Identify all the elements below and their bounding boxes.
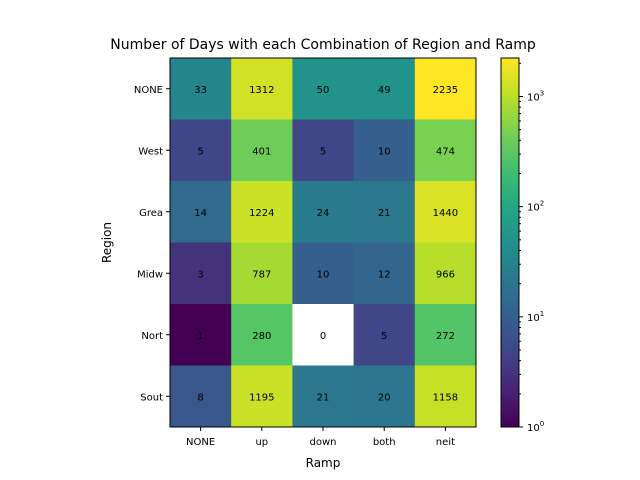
y-tick-label: NONE — [134, 85, 163, 96]
heatmap-cell — [231, 181, 293, 243]
x-axis-label: Ramp — [306, 456, 341, 470]
heatmap-cell — [353, 242, 416, 305]
cell-value-label: 50 — [317, 85, 330, 96]
cell-value-label: 966 — [436, 269, 455, 280]
cell-value-label: 5 — [320, 146, 326, 157]
heatmap-cell — [170, 304, 232, 366]
heatmap-cell — [170, 119, 232, 182]
x-tick-label: down — [310, 437, 337, 448]
y-axis-label: Region — [100, 222, 114, 263]
heatmap-cell — [353, 365, 416, 428]
cell-value-label: 10 — [317, 269, 330, 280]
heatmap-cell — [292, 58, 355, 120]
colorbar-tick-label: 102 — [527, 200, 544, 214]
cell-value-label: 5 — [381, 331, 387, 342]
cell-value-label: 2235 — [433, 85, 458, 96]
heatmap-cell — [231, 119, 293, 182]
cell-value-label: 21 — [378, 208, 391, 219]
heatmap-cell — [231, 304, 293, 366]
heatmap-cells — [170, 58, 477, 428]
y-tick-label: Sout — [140, 392, 163, 403]
cell-value-label: 14 — [194, 208, 207, 219]
cell-value-label: 12 — [378, 269, 391, 280]
cell-value-label: 401 — [252, 146, 271, 157]
heatmap-cell — [414, 242, 477, 305]
heatmap-cell — [292, 304, 355, 366]
y-axis: NONE West Grea Midw Nort Sout — [134, 85, 170, 403]
heatmap-cell — [231, 58, 293, 120]
cell-value-label: 1195 — [249, 392, 274, 403]
heatmap-cell — [414, 304, 477, 366]
cell-value-label: 1158 — [433, 392, 458, 403]
heatmap-cell — [292, 181, 355, 243]
cell-value-label: 280 — [252, 331, 271, 342]
heatmap-cell — [292, 242, 355, 305]
heatmap-cell — [353, 119, 416, 182]
heatmap-cell — [353, 304, 416, 366]
heatmap-cell — [353, 181, 416, 243]
cell-value-label: 5 — [197, 146, 203, 157]
y-tick-label: Midw — [137, 269, 163, 280]
heatmap-cell — [170, 181, 232, 243]
colorbar — [500, 57, 520, 428]
cell-value-label: 3 — [197, 269, 203, 280]
cell-value-label: 21 — [317, 392, 330, 403]
x-tick-label: both — [373, 437, 396, 448]
x-axis: NONE up down both neit — [186, 427, 455, 448]
cell-value-label: 8 — [197, 392, 203, 403]
y-tick-label: West — [138, 146, 163, 157]
y-tick-label: Grea — [139, 208, 163, 219]
cell-value-label: 474 — [436, 146, 455, 157]
heatmap-cell — [414, 119, 477, 182]
chart-title: Number of Days with each Combination of … — [110, 37, 536, 53]
heatmap-cell — [231, 242, 293, 305]
heatmap-cell — [170, 365, 232, 428]
cell-value-label: 49 — [378, 85, 391, 96]
cell-value-label: 1224 — [249, 208, 274, 219]
cell-value-label: 787 — [252, 269, 271, 280]
cell-value-label: 1440 — [433, 208, 458, 219]
heatmap-cell — [170, 58, 232, 120]
cell-value-label: 20 — [378, 392, 391, 403]
heatmap-cell — [292, 119, 355, 182]
cell-value-label: 1 — [197, 331, 203, 342]
colorbar-tick-label: 101 — [527, 310, 544, 324]
heatmap-cell — [292, 365, 355, 428]
heatmap-cell — [414, 58, 477, 120]
colorbar-ticks: 100 101 102 103 — [519, 62, 544, 434]
cell-value-label: 10 — [378, 146, 391, 157]
cell-value-label: 24 — [317, 208, 330, 219]
cell-value-label: 1312 — [249, 85, 274, 96]
heatmap-cell — [231, 365, 293, 428]
heatmap-cell — [414, 365, 477, 428]
x-tick-label: neit — [436, 437, 455, 448]
y-tick-label: Nort — [141, 331, 163, 342]
colorbar-tick-label: 100 — [527, 420, 544, 434]
heatmap-cell — [170, 242, 232, 305]
heatmap-cell — [353, 58, 416, 120]
cell-value-label: 0 — [320, 331, 326, 342]
x-tick-label: NONE — [186, 437, 215, 448]
cell-value-label: 33 — [194, 85, 207, 96]
cell-value-label: 272 — [436, 331, 455, 342]
colorbar-tick-label: 103 — [527, 89, 544, 103]
x-tick-label: up — [255, 437, 268, 448]
heatmap-cell — [414, 181, 477, 243]
